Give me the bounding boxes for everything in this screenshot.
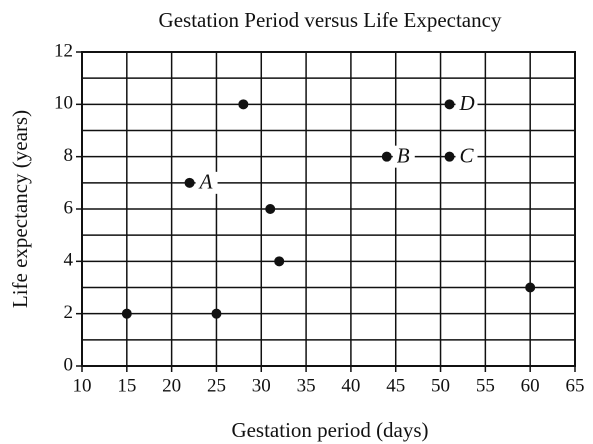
point [184, 177, 195, 188]
x-tick-label: 30 [252, 375, 271, 396]
point-label: D [459, 91, 475, 115]
point [444, 151, 455, 162]
x-tick-label: 15 [117, 375, 136, 396]
x-tick-label: 10 [73, 375, 92, 396]
x-tick-label: 20 [162, 375, 181, 396]
plot-frame [81, 51, 576, 367]
label-background [455, 145, 478, 168]
label-background [195, 171, 218, 194]
y-tick-label: 10 [54, 93, 73, 114]
x-tick-label: 50 [431, 375, 450, 396]
point [381, 151, 392, 162]
point-label: A [198, 170, 213, 194]
y-tick-label: 6 [64, 197, 74, 218]
label-background [455, 93, 478, 116]
x-axis-label: Gestation period (days) [231, 418, 428, 442]
x-tick-label: 65 [566, 375, 585, 396]
point [211, 308, 222, 319]
y-tick-label: 8 [64, 145, 74, 166]
y-tick-label: 12 [54, 40, 73, 61]
x-tick-label: 45 [386, 375, 405, 396]
x-tick-label: 35 [297, 375, 316, 396]
x-tick-label: 60 [521, 375, 540, 396]
chart-title: Gestation Period versus Life Expectancy [159, 8, 502, 32]
x-tick-label: 25 [207, 375, 226, 396]
point [274, 256, 285, 267]
label-background [392, 145, 415, 168]
point [265, 204, 276, 214]
point-label: C [460, 143, 475, 167]
y-tick-label: 0 [64, 354, 74, 375]
y-tick-label: 4 [64, 250, 74, 271]
point [525, 282, 536, 293]
point-label: B [397, 143, 410, 167]
point [238, 99, 249, 110]
y-axis-label: Life expectancy (years) [8, 110, 32, 308]
point [121, 308, 132, 319]
point [444, 99, 455, 110]
x-tick-label: 40 [341, 375, 360, 396]
y-tick-label: 2 [64, 302, 74, 323]
x-tick-label: 55 [476, 375, 495, 396]
